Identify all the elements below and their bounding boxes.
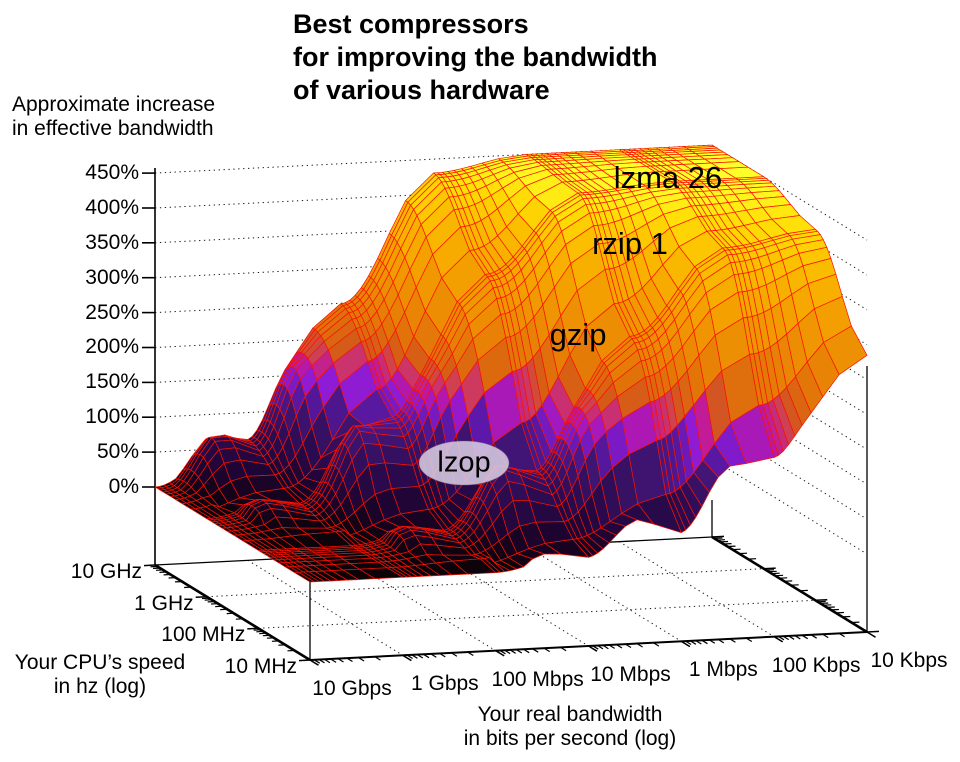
z-axis-title: Approximate increase in effective bandwi…	[12, 93, 215, 141]
chart-title-line-3: of various hardware	[293, 75, 550, 105]
surface-label-rzip: rzip 1	[592, 226, 668, 261]
z-tick-label: 0%	[108, 475, 139, 498]
bw-axis-title: Your real bandwidth in bits per second (…	[415, 703, 725, 751]
lzop-ellipse	[418, 440, 510, 486]
chart-title: Best compressors for improving the bandw…	[293, 8, 657, 107]
z-axis-title-line-1: Approximate increase	[12, 93, 216, 116]
z-tick-label: 100%	[85, 405, 139, 429]
cpu-axis-title: Your CPU’s speed in hz (log)	[0, 651, 200, 699]
cpu-tick-label: 100 MHz	[161, 623, 246, 647]
z-tick-label: 150%	[85, 370, 139, 394]
chart-title-line-1: Best compressors	[293, 9, 529, 39]
z-tick-label: 350%	[85, 230, 139, 254]
chart-title-line-2: for improving the bandwidth	[293, 42, 658, 72]
z-tick-label: 300%	[85, 265, 139, 289]
z-tick-label: 450%	[85, 161, 139, 185]
bw-tick-label: 1 Mbps	[688, 658, 758, 682]
bw-tick-label: 10 Mbps	[590, 663, 671, 686]
bw-axis-title-line-1: Your real bandwidth	[477, 703, 663, 726]
z-tick-label: 400%	[85, 195, 139, 219]
cpu-tick-label: 1 GHz	[134, 591, 194, 615]
z-tick-label: 250%	[85, 300, 139, 324]
bw-tick-label: 100 Kbps	[771, 653, 861, 677]
bw-tick-label: 10 Kbps	[870, 649, 948, 672]
bw-tick-label: 100 Mbps	[491, 667, 584, 691]
surface-label-gzip: gzip	[549, 317, 607, 352]
z-tick-label: 50%	[96, 440, 139, 464]
bw-axis-title-line-2: in bits per second (log)	[463, 727, 677, 750]
surface-mesh	[154, 144, 868, 583]
bw-tick-label: 1 Gbps	[410, 672, 479, 696]
cpu-axis-title-line-2: in hz (log)	[53, 675, 147, 698]
cpu-axis-title-line-1: Your CPU’s speed	[14, 651, 186, 674]
surface-label-lzop: lzop	[437, 446, 491, 479]
axes	[142, 168, 880, 666]
z-tick-label: 200%	[85, 335, 139, 359]
cpu-tick-label: 10 MHz	[224, 655, 297, 678]
cpu-tick-label: 10 GHz	[70, 560, 142, 583]
z-axis-title-line-2: in effective bandwidth	[12, 117, 214, 140]
surface-label-lzma: lzma 26	[613, 160, 723, 195]
bw-tick-label: 10 Gbps	[312, 677, 392, 700]
